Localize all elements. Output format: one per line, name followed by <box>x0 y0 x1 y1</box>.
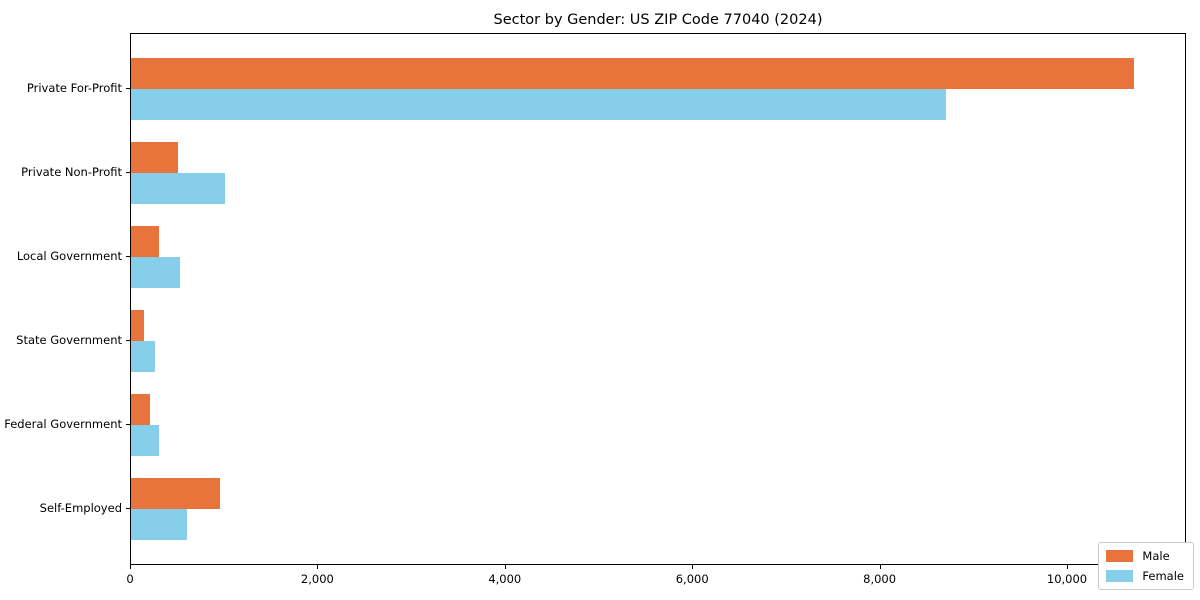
chart-title: Sector by Gender: US ZIP Code 77040 (202… <box>493 12 823 28</box>
bar-male-2 <box>131 142 178 173</box>
x-tick-label: 0 <box>126 572 134 586</box>
x-tick-mark <box>1067 565 1068 569</box>
x-tick-label: 8,000 <box>863 572 897 586</box>
y-tick-label: State Government <box>16 333 122 347</box>
x-tick-mark <box>879 565 881 569</box>
y-tick-mark <box>126 256 130 257</box>
x-tick-mark <box>504 565 506 569</box>
bar-female-1 <box>131 89 947 120</box>
y-tick-label: Private Non-Profit <box>21 165 122 179</box>
y-tick-label: Private For-Profit <box>26 81 122 95</box>
bar-female-2 <box>131 173 225 204</box>
y-tick-label: Federal Government <box>4 417 122 431</box>
y-tick-mark <box>126 424 130 425</box>
male-swatch <box>1106 550 1134 562</box>
legend-entry-female: Female <box>1106 569 1184 583</box>
x-tick-mark <box>692 565 694 569</box>
legend-entry-male: Male <box>1106 549 1184 563</box>
bar-male-3 <box>131 226 160 257</box>
female-swatch <box>1106 570 1134 582</box>
bar-female-6 <box>131 509 188 540</box>
x-tick-label: 4,000 <box>488 572 522 586</box>
bar-male-6 <box>131 478 220 509</box>
bar-male-1 <box>131 58 1134 89</box>
y-tick-mark <box>126 508 130 509</box>
y-tick-label: Local Government <box>16 249 122 263</box>
x-tick-label: 10,000 <box>1046 572 1088 586</box>
x-tick-mark <box>317 565 319 569</box>
bar-male-4 <box>131 310 145 341</box>
x-tick-label: 2,000 <box>300 572 334 586</box>
bar-female-3 <box>131 257 180 288</box>
legend-label-male: Male <box>1142 549 1170 563</box>
y-tick-mark <box>126 340 130 341</box>
y-tick-mark <box>126 88 130 89</box>
x-tick-label: 6,000 <box>675 572 709 586</box>
y-tick-label: Self-Employed <box>39 501 122 515</box>
bar-female-5 <box>131 425 160 456</box>
plot-area <box>130 33 1186 565</box>
y-tick-mark <box>126 172 130 173</box>
bar-male-5 <box>131 394 150 425</box>
bar-female-4 <box>131 341 156 372</box>
x-tick-mark <box>130 565 131 569</box>
legend-label-female: Female <box>1142 569 1184 583</box>
legend: Male Female <box>1098 542 1194 590</box>
